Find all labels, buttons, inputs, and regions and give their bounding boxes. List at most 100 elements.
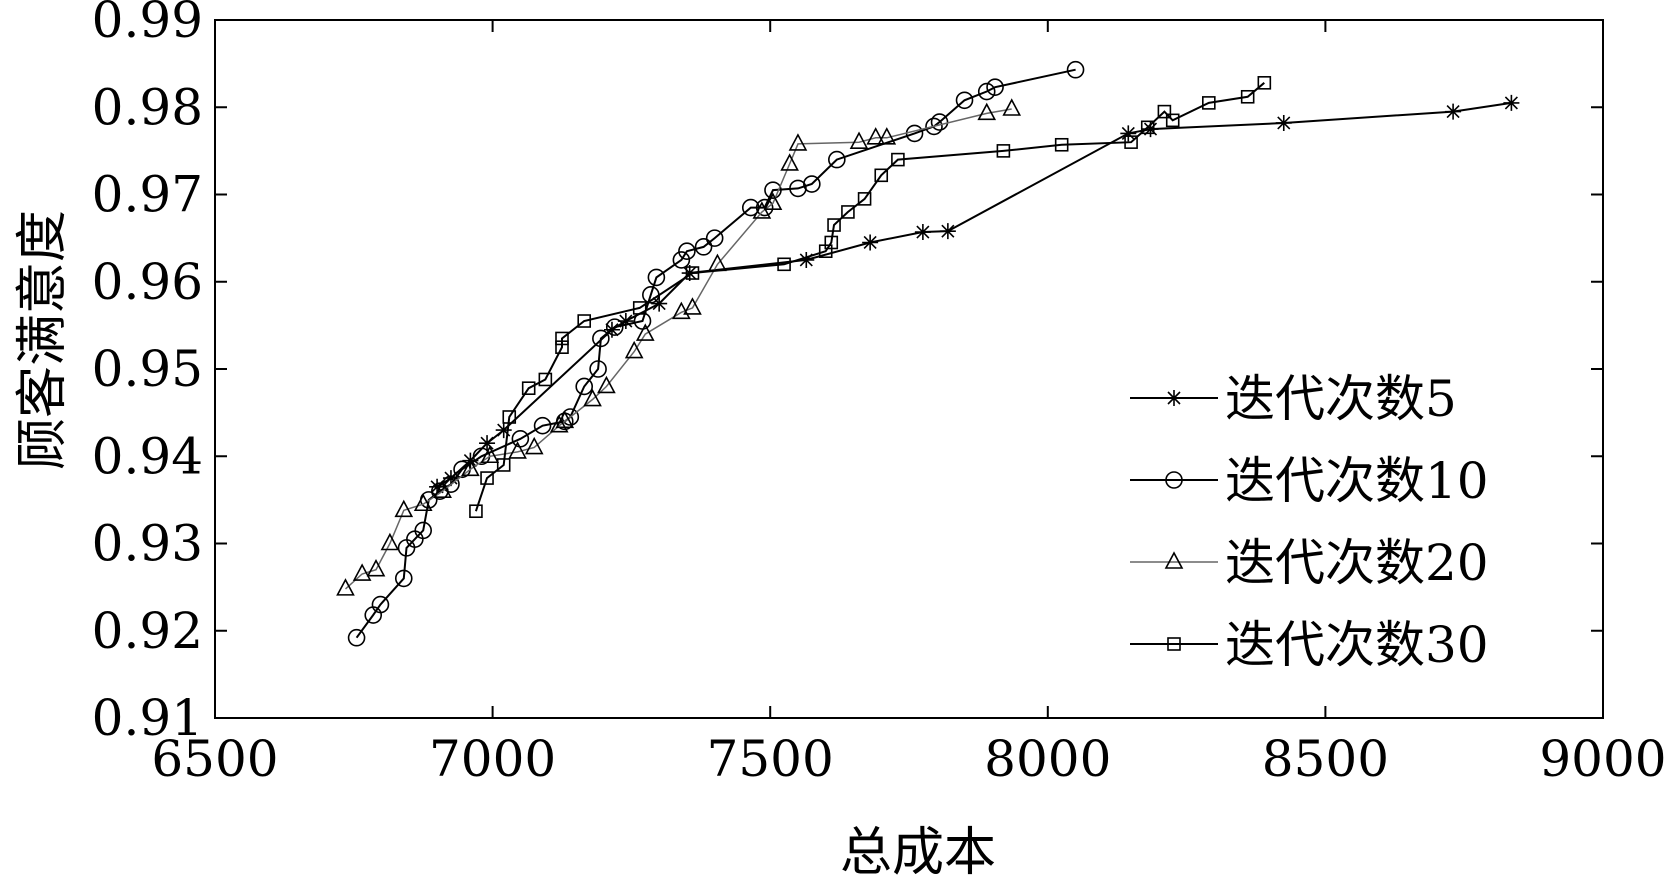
x-tick-label: 9000: [1539, 730, 1666, 788]
y-tick-label: 0.97: [92, 166, 203, 224]
data-point: [798, 251, 815, 268]
data-point: [694, 238, 713, 256]
data-point: [347, 628, 366, 647]
data-point: [685, 266, 700, 280]
y-axis-title: 顾客满意度: [13, 210, 73, 470]
data-point: [827, 218, 841, 232]
data-point: [555, 331, 569, 346]
ticks-layer: 6500 7000 7500 8000 8500 9000 0.91 0.92 0.93 0.94…: [92, 0, 1667, 788]
data-point: [996, 144, 1011, 158]
data-point: [828, 150, 846, 169]
legend-entry: 迭代次数10: [1130, 452, 1489, 510]
x-tick-label: 8500: [1262, 730, 1389, 788]
data-point: [862, 234, 879, 251]
data-point: [433, 480, 452, 498]
legend-label: 迭代次数5: [1225, 370, 1457, 428]
data-point: [480, 471, 494, 485]
data-point: [555, 340, 569, 354]
data-point: [764, 181, 782, 199]
data-point: [508, 441, 527, 459]
data-point: [1275, 114, 1292, 131]
data-point: [366, 558, 386, 577]
data-point: [877, 127, 897, 145]
data-point: [672, 251, 691, 269]
data-point: [849, 131, 869, 149]
data-point: [752, 201, 772, 219]
legend-label: 迭代次数20: [1225, 534, 1489, 592]
data-point: [777, 257, 791, 272]
data-point: [866, 127, 886, 145]
data-point: [1445, 103, 1462, 120]
data-point: [780, 153, 799, 171]
x-axis-title: 总成本: [840, 823, 996, 881]
data-point: [1157, 104, 1172, 119]
legend: 迭代次数5 迭代次数10 迭代次数20 迭代次数30: [1130, 370, 1489, 674]
data-point: [651, 295, 668, 312]
y-tick-label: 0.92: [92, 602, 203, 660]
data-point: [635, 323, 655, 341]
data-point: [429, 478, 446, 495]
data-point: [1165, 113, 1180, 128]
data-point: [538, 372, 553, 387]
y-tick-label: 0.93: [92, 515, 203, 573]
x-tick-label: 7500: [707, 730, 834, 788]
data-point: [763, 192, 783, 211]
data-point: [555, 410, 575, 429]
legend-entry: 迭代次数30: [1130, 616, 1489, 674]
y-tick-label: 0.95: [92, 340, 203, 398]
data-point: [986, 78, 1004, 96]
data-point: [955, 91, 974, 110]
data-point: [755, 198, 774, 217]
data-point: [1202, 96, 1216, 110]
data-point: [647, 268, 666, 287]
x-tick-label: 8000: [984, 730, 1111, 788]
y-tick-label: 0.96: [92, 253, 203, 311]
data-point: [414, 521, 433, 540]
data-point: [461, 458, 480, 477]
data-point: [480, 445, 500, 464]
series-line: [474, 82, 1265, 512]
data-point: [930, 113, 949, 131]
data-point: [1257, 76, 1272, 90]
data-point: [1124, 135, 1138, 149]
data-point: [824, 235, 839, 250]
legend-entry: 迭代次数20: [1130, 534, 1489, 592]
data-point: [683, 297, 702, 315]
data-point: [977, 82, 996, 101]
data-point: [624, 340, 644, 359]
data-point: [1002, 98, 1022, 116]
series-3: [336, 98, 1022, 596]
data-point: [495, 422, 512, 439]
data-point: [521, 381, 536, 395]
data-point: [1240, 89, 1255, 104]
data-point: [874, 168, 889, 183]
y-tick-label: 0.94: [92, 427, 203, 485]
data-point: [977, 102, 997, 121]
data-point: [914, 224, 931, 241]
legend-label: 迭代次数10: [1225, 452, 1489, 510]
data-point: [1066, 60, 1085, 79]
data-point: [479, 435, 496, 452]
legend-marker: [1164, 551, 1184, 569]
data-point: [371, 595, 390, 614]
data-point: [496, 458, 511, 472]
x-tick-label: 6500: [151, 730, 278, 788]
data-point: [891, 152, 905, 167]
data-point: [678, 242, 696, 261]
data-point: [575, 377, 594, 396]
data-point: [592, 329, 610, 348]
data-point: [352, 563, 372, 581]
series-layer: [336, 60, 1520, 647]
data-point: [1142, 121, 1159, 138]
data-point: [589, 360, 607, 378]
data-point: [442, 470, 459, 487]
legend-marker: [1167, 637, 1181, 651]
data-point: [597, 375, 616, 394]
data-point: [925, 117, 943, 136]
data-point: [1120, 125, 1137, 142]
legend-marker: [1166, 390, 1182, 406]
data-point: [841, 205, 855, 219]
data-point: [1503, 94, 1520, 111]
data-point: [681, 265, 698, 282]
